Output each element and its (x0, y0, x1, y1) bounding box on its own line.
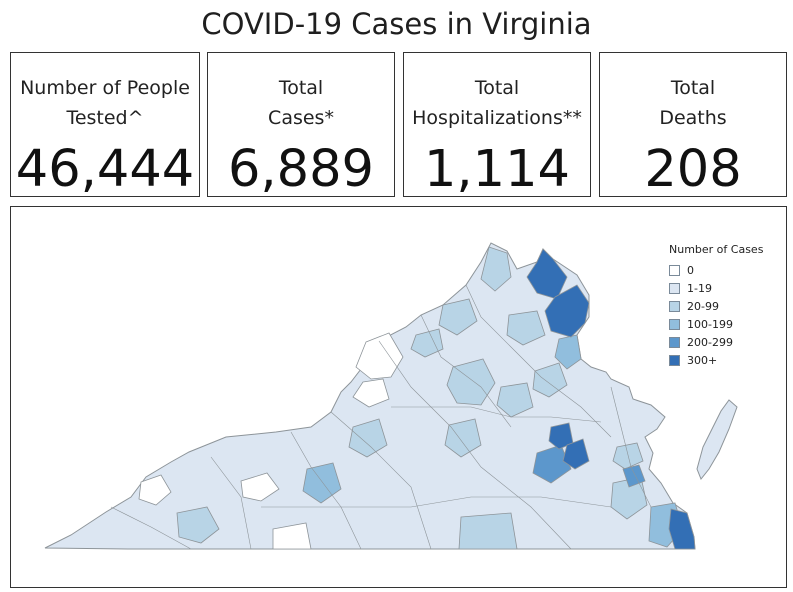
legend-swatch (669, 282, 680, 294)
county-100-199-2[interactable] (302, 462, 342, 504)
legend-item: 100-199 (669, 315, 763, 333)
hospitalizations-value: 1,114 (423, 140, 570, 199)
legend-label: 0 (687, 263, 694, 277)
legend-title: Number of Cases (669, 243, 764, 256)
legend-item: 1-19 (669, 279, 763, 297)
county-zero-5[interactable] (272, 522, 312, 550)
county-20-99-1[interactable] (480, 246, 512, 292)
county-20-99-6[interactable] (496, 382, 534, 418)
legend-swatch (669, 354, 680, 366)
legend-item: 200-299 (669, 333, 763, 351)
county-300plus-henrico[interactable] (548, 422, 574, 450)
cases-label: Total Cases* (268, 77, 334, 129)
legend-label: 100-199 (687, 317, 733, 331)
legend-label: 20-99 (687, 299, 719, 313)
legend-swatch (669, 318, 680, 330)
map-panel: Number of Cases 0 1-19 20-99 100-199 200… (10, 206, 787, 588)
county-20-99-8[interactable] (348, 418, 388, 458)
legend-label: 1-19 (687, 281, 712, 295)
legend-swatch (669, 264, 680, 276)
county-20-99-7[interactable] (532, 362, 568, 398)
county-zero-1[interactable] (355, 332, 404, 380)
legend: Number of Cases 0 1-19 20-99 100-199 200… (669, 243, 763, 369)
county-20-99-12[interactable] (458, 512, 518, 550)
hospitalizations-card: Total Hospitalizations** 1,114 (403, 52, 591, 199)
county-100-199-1[interactable] (554, 334, 582, 370)
legend-label: 200-299 (687, 335, 733, 349)
legend-item: 0 (669, 261, 763, 279)
tested-value: 46,444 (15, 140, 195, 199)
virginia-map[interactable] (11, 207, 786, 587)
cases-card: Total Cases* 6,889 (207, 52, 395, 199)
county-300plus-virginia-beach[interactable] (668, 508, 696, 550)
cases-value: 6,889 (227, 140, 374, 199)
county-300plus-loudoun[interactable] (526, 248, 568, 300)
county-200-299-2[interactable] (622, 464, 646, 488)
tested-label: Number of People Tested^ (20, 77, 190, 129)
legend-label: 300+ (687, 353, 718, 367)
county-20-99-9[interactable] (444, 418, 482, 458)
hospitalizations-label: Total Hospitalizations** (412, 77, 582, 129)
eastern-shore-shape[interactable] (696, 399, 738, 480)
county-300plus-fairfax[interactable] (544, 284, 590, 338)
legend-swatch (669, 300, 680, 312)
county-zero-2[interactable] (352, 378, 390, 408)
page-title: COVID-19 Cases in Virginia (201, 7, 592, 41)
county-20-99-3[interactable] (410, 328, 444, 358)
county-20-99-2[interactable] (438, 298, 478, 336)
county-zero-3[interactable] (138, 474, 172, 506)
deaths-card: Total Deaths 208 (599, 52, 787, 199)
deaths-label: Total Deaths (659, 77, 727, 129)
deaths-value: 208 (644, 140, 742, 199)
county-300plus-chesterfield[interactable] (562, 438, 590, 470)
county-20-99-10[interactable] (176, 506, 220, 544)
county-borders (110, 284, 652, 550)
county-20-99-4[interactable] (506, 310, 546, 346)
county-zero-4[interactable] (240, 472, 280, 502)
tested-card: Number of People Tested^ 46,444 (10, 52, 200, 199)
legend-swatch (669, 336, 680, 348)
legend-item: 300+ (669, 351, 763, 369)
legend-item: 20-99 (669, 297, 763, 315)
